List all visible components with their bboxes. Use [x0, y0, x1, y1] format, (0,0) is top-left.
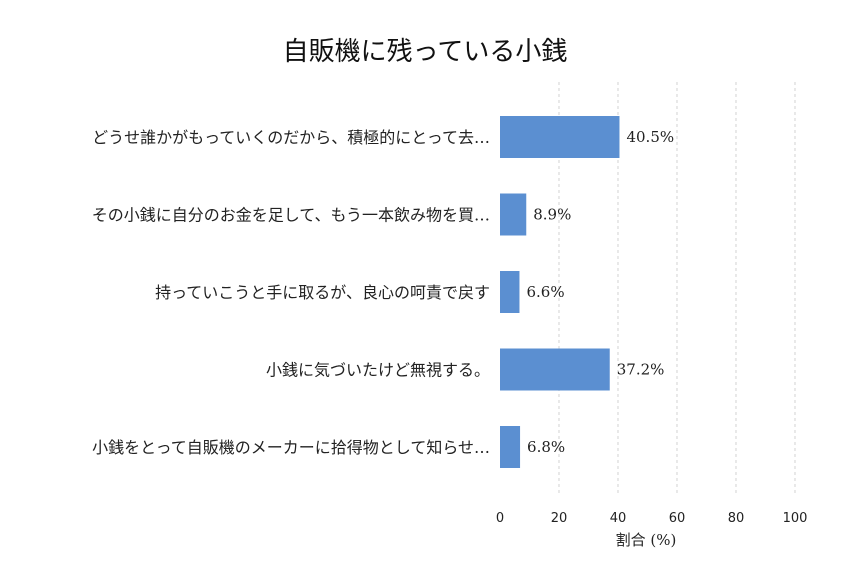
value-labels: 40.5% 8.9% 6.6% 37.2% 6.8% — [526, 128, 674, 456]
bar-value-label: 40.5% — [626, 128, 674, 146]
bar — [500, 348, 610, 391]
chart-title: 自販機に残っている小銭 — [283, 37, 568, 67]
x-tick-label: 0 — [496, 511, 504, 526]
bar-value-label: 8.9% — [533, 206, 571, 224]
bar — [500, 426, 521, 468]
bar — [500, 271, 520, 313]
category-label: 持っていこうと手に取るが、良心の呵責で戻す — [155, 283, 490, 302]
bar — [500, 116, 620, 158]
category-label: その小銭に自分のお金を足して、もう一本飲み物を買… — [92, 206, 490, 225]
category-label: 小銭に気づいたけど無視する。 — [266, 361, 490, 380]
x-axis-label: 割合 (%) — [616, 531, 677, 549]
category-label: どうせ誰かがもっていくのだから、積極的にとって去… — [92, 128, 490, 147]
x-tick-label: 60 — [669, 511, 686, 526]
x-tick-label: 20 — [551, 511, 568, 526]
bars — [500, 116, 620, 468]
x-tick-label: 100 — [783, 511, 808, 526]
x-tick-label: 40 — [610, 511, 627, 526]
category-label: 小銭をとって自販機のメーカーに拾得物として知らせ… — [92, 438, 490, 457]
x-tick-labels: 0 20 40 60 80 100 — [496, 511, 808, 526]
bar-value-label: 6.6% — [526, 283, 564, 301]
bar-value-label: 6.8% — [527, 438, 565, 456]
bar — [500, 193, 527, 236]
bar-value-label: 37.2% — [617, 361, 665, 379]
x-tick-label: 80 — [728, 511, 745, 526]
category-labels: どうせ誰かがもっていくのだから、積極的にとって去… その小銭に自分のお金を足して、… — [92, 128, 490, 457]
